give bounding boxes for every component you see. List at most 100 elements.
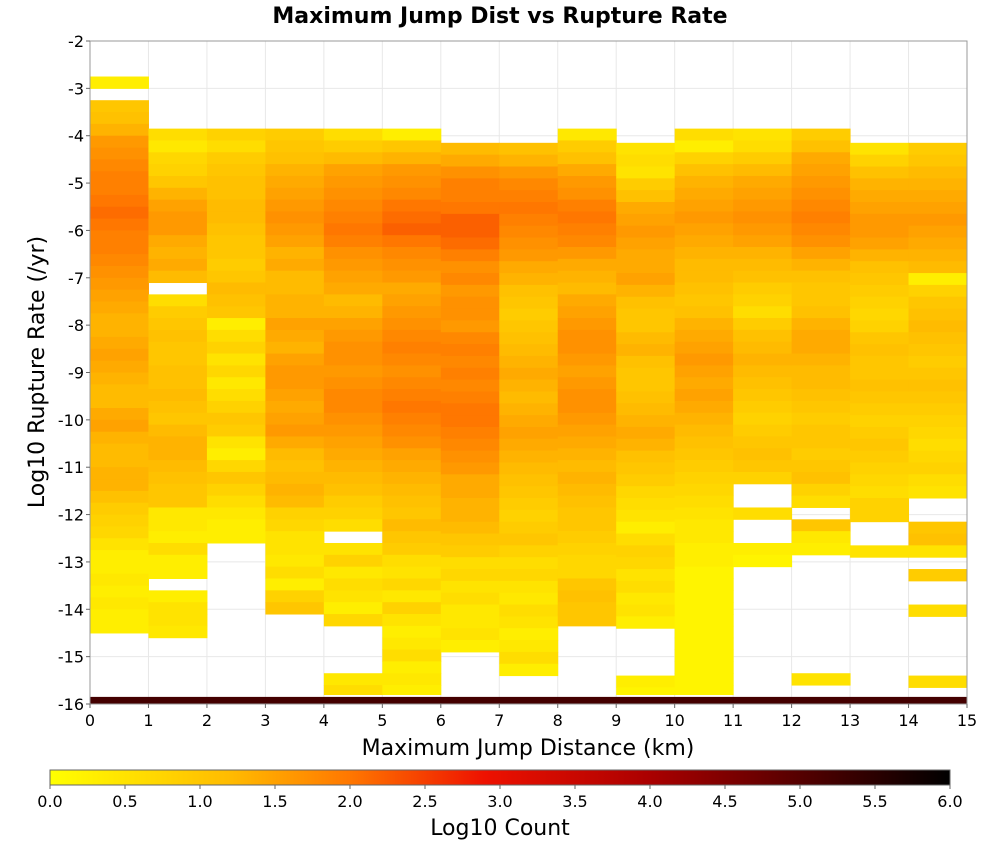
heatmap-cell <box>206 329 266 343</box>
heatmap-cell <box>382 424 442 437</box>
heatmap-cell <box>382 661 442 674</box>
heatmap-cell <box>440 545 500 558</box>
heatmap-cell <box>557 590 617 603</box>
heatmap-cell <box>499 355 559 369</box>
heatmap-cell <box>206 519 266 532</box>
heatmap-cell <box>440 403 500 416</box>
x-tick-label: 3 <box>260 711 270 730</box>
heatmap-cell <box>733 329 793 343</box>
y-axis-ticks: -2 -3 -4 -5 -6 -7 -8 -9 -10 -11 -12 -13 -14 -15 -16 <box>58 32 90 714</box>
heatmap-cell <box>616 190 676 203</box>
heatmap-cell <box>499 178 559 191</box>
heatmap-cell <box>499 237 559 250</box>
heatmap-cell <box>616 533 676 546</box>
heatmap-cell <box>440 202 500 215</box>
heatmap-cell <box>265 531 325 544</box>
heatmap-cell <box>265 436 325 449</box>
heatmap-cell <box>90 159 149 172</box>
heatmap-cell <box>908 296 968 310</box>
heatmap-cell <box>850 249 910 262</box>
heatmap-cell <box>616 616 676 629</box>
heatmap-cell <box>616 367 676 381</box>
heatmap-cell <box>206 128 266 141</box>
heatmap-cell <box>206 270 266 284</box>
heatmap-cell <box>323 424 383 437</box>
heatmap-cell <box>90 467 149 480</box>
heatmap-cell <box>674 602 734 615</box>
heatmap-cell <box>674 649 734 662</box>
heatmap-cell <box>733 460 793 473</box>
heatmap-cell <box>499 521 559 535</box>
heatmap-cell <box>323 329 383 343</box>
heatmap-cell <box>90 171 149 184</box>
heatmap-cell <box>499 332 559 345</box>
heatmap-cell <box>440 486 500 499</box>
heatmap-cell <box>908 273 968 286</box>
heatmap-cell <box>791 282 851 295</box>
heatmap-cell <box>323 270 383 284</box>
heatmap-cell <box>148 460 208 473</box>
heatmap-cell <box>908 438 968 452</box>
heatmap-cell <box>440 509 500 523</box>
heatmap-cell <box>616 462 676 475</box>
heatmap-cell <box>148 329 208 343</box>
heatmap-cell <box>733 164 793 177</box>
heatmap-cell <box>382 282 442 295</box>
heatmap-cell <box>148 199 208 212</box>
heatmap-cell <box>908 154 968 167</box>
heatmap-cell <box>616 178 676 191</box>
heatmap-cell <box>850 509 910 523</box>
heatmap-cell <box>148 448 208 461</box>
heatmap-cell <box>148 353 208 366</box>
heatmap-cell <box>616 426 676 440</box>
heatmap-cell <box>908 249 968 262</box>
heatmap-cell <box>382 614 442 627</box>
heatmap-cell <box>908 166 968 179</box>
heatmap-cell <box>616 320 676 333</box>
heatmap-cell <box>265 128 325 141</box>
heatmap-cell <box>148 542 208 556</box>
heatmap-cell <box>265 495 325 508</box>
heatmap-cell <box>908 462 968 475</box>
y-tick-label: -3 <box>68 79 84 98</box>
y-tick-label: -2 <box>68 32 84 51</box>
heatmap-cell <box>440 379 500 392</box>
heatmap-cell <box>733 247 793 260</box>
heatmap-cell <box>499 320 559 333</box>
heatmap-cell <box>382 318 442 331</box>
heatmap-cell <box>206 389 266 402</box>
heatmap-cell <box>674 471 734 485</box>
heatmap-cells <box>90 76 968 704</box>
heatmap-cell <box>90 396 149 409</box>
heatmap-cell <box>557 187 617 201</box>
heatmap-cell <box>206 377 266 390</box>
heatmap-cell <box>148 614 208 627</box>
heatmap-cell <box>382 389 442 402</box>
heatmap-cell <box>850 178 910 191</box>
heatmap-cell <box>323 400 383 414</box>
heatmap-cell <box>90 325 149 338</box>
heatmap-cell <box>206 235 266 248</box>
heatmap-cell <box>850 273 910 286</box>
colorbar-tick-label: 0.5 <box>112 792 137 811</box>
heatmap-cell <box>265 483 325 497</box>
heatmap-cell <box>499 486 559 499</box>
x-tick-label: 8 <box>553 711 563 730</box>
heatmap-cell <box>265 424 325 437</box>
heatmap-cell <box>90 372 149 385</box>
heatmap-cell <box>206 211 266 224</box>
heatmap-cell <box>382 436 442 449</box>
heatmap-cell <box>616 332 676 345</box>
heatmap-cell <box>733 318 793 331</box>
heatmap-cell <box>499 249 559 262</box>
heatmap-cell <box>499 225 559 239</box>
heatmap-cell <box>148 211 208 224</box>
heatmap-cell <box>382 329 442 343</box>
heatmap-cell <box>90 561 149 575</box>
heatmap-cell <box>733 436 793 449</box>
heatmap-cell <box>148 258 208 272</box>
heatmap-cell <box>499 545 559 558</box>
heatmap-cell <box>733 471 793 485</box>
heatmap-cell <box>323 673 383 686</box>
